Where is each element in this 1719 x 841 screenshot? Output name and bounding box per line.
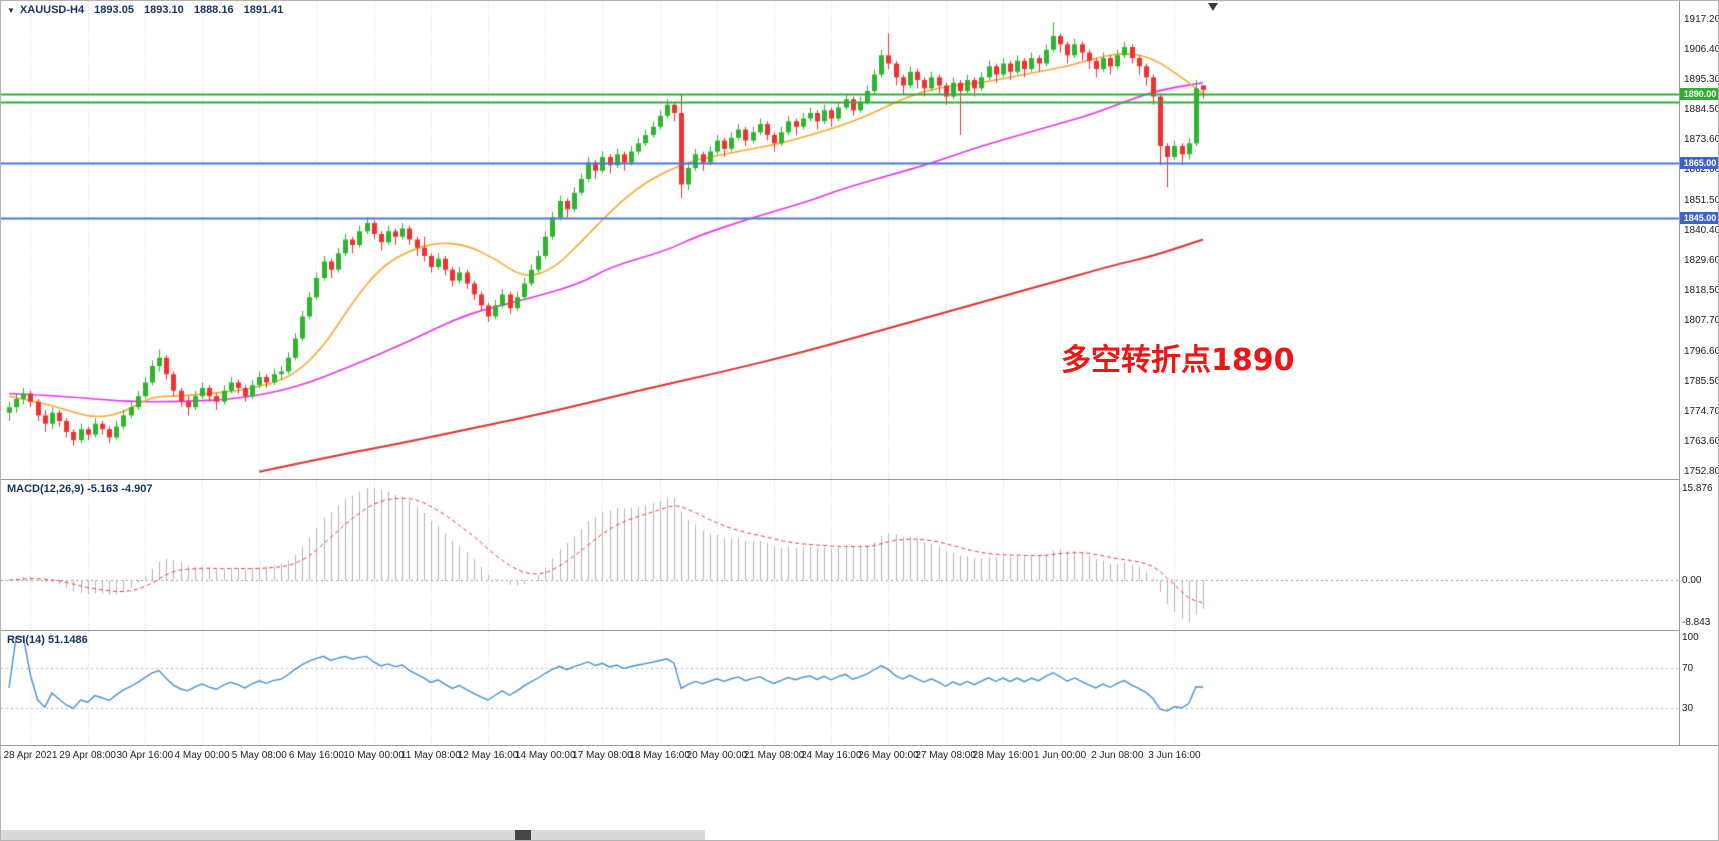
price-axis-label: 1884.50	[1684, 103, 1719, 115]
time-axis-separator	[1, 745, 1718, 746]
price-axis-label: 1763.60	[1684, 436, 1719, 448]
rsi-panel-canvas[interactable]	[1, 631, 1679, 745]
price-axis-label: 1785.50	[1684, 376, 1719, 388]
time-axis-label: 3 Jun 16:00	[1148, 750, 1201, 761]
price-axis-label: 1851.50	[1684, 194, 1719, 206]
price-chart-canvas[interactable]	[1, 1, 1679, 479]
time-axis-label: 17 May 08:00	[572, 750, 633, 761]
time-axis-label: 18 May 16:00	[629, 750, 690, 761]
symbol-collapse-icon[interactable]: ▼	[7, 6, 15, 15]
chart-text-annotation: 多空转折点1890	[1061, 343, 1295, 378]
open-value: 1893.05	[94, 4, 134, 16]
time-axis-label: 28 May 16:00	[972, 750, 1034, 761]
macd-scale-label: 15.876	[1682, 483, 1713, 494]
rsi-value: 51.1486	[47, 634, 88, 646]
macd-indicator-label: MACD(12,26,9) -5.163 -4.907	[7, 483, 153, 495]
price-axis-label: 1895.30	[1684, 74, 1719, 86]
price-axis-label: 1840.40	[1684, 225, 1719, 237]
macd-scale-label: -8.843	[1682, 617, 1711, 628]
time-axis-label: 28 Apr 2021	[3, 750, 58, 761]
price-axis-label: 1774.70	[1684, 405, 1719, 417]
time-axis-label: 2 Jun 08:00	[1091, 750, 1144, 761]
time-axis-label: 12 May 16:00	[457, 750, 519, 761]
time-axis-label: 21 May 08:00	[743, 750, 805, 761]
time-axis-label: 29 Apr 08:00	[59, 750, 116, 761]
horizontal-scrollbar[interactable]	[1, 830, 705, 840]
time-axis: 28 Apr 2021 29 Apr 08:00 30 Apr 16:00 4 May…	[1, 746, 1679, 770]
price-axis-label: 1818.50	[1684, 285, 1719, 297]
price-axis-label: 1917.20	[1684, 14, 1719, 25]
time-axis-label: 5 May 08:00	[231, 750, 287, 761]
time-axis-label: 14 May 00:00	[514, 750, 576, 761]
rsi-scale-label: 70	[1682, 662, 1694, 674]
price-axis-label: 1873.60	[1684, 133, 1719, 145]
price-line-badge: 1890.00	[1680, 87, 1718, 100]
macd-panel-canvas[interactable]	[1, 480, 1679, 630]
symbol-timeframe-label: XAUUSD-H4	[19, 4, 85, 16]
price-axis-label: 1807.70	[1684, 315, 1719, 327]
price-axis-label: 1796.60	[1684, 345, 1719, 357]
time-axis-label: 26 May 00:00	[858, 750, 919, 761]
time-axis-label: 11 May 08:00	[400, 750, 461, 761]
time-axis-label: 27 May 08:00	[915, 750, 976, 761]
macd-scale-label: 0.00	[1682, 575, 1702, 587]
rsi-indicator-label: RSI(14) 51.1486	[7, 634, 88, 646]
time-axis-label: 20 May 00:00	[686, 750, 748, 761]
time-axis-label: 10 May 00:00	[343, 750, 404, 761]
rsi-name: RSI(14)	[7, 634, 45, 646]
time-axis-label: 1 Jun 00:00	[1033, 750, 1087, 761]
time-axis-label: 4 May 00:00	[174, 750, 230, 761]
panel-separator[interactable]	[1, 479, 1718, 480]
price-line-badge: 1865.00	[1680, 156, 1718, 169]
time-axis-label: 24 May 16:00	[800, 750, 862, 761]
high-value: 1893.10	[144, 4, 184, 16]
time-axis-label: 30 Apr 16:00	[116, 750, 174, 761]
price-axis-label: 1829.60	[1684, 254, 1719, 266]
scrollbar-thumb[interactable]	[515, 830, 531, 840]
chart-shift-icon[interactable]	[1208, 3, 1218, 11]
close-value: 1891.41	[243, 4, 284, 16]
price-axis-label: 1862.60	[1684, 164, 1719, 176]
ohlc-readout: ▼ XAUUSD-H4 1893.05 1893.10 1888.16 1891.…	[7, 4, 283, 16]
time-axis-label: 6 May 16:00	[288, 750, 344, 761]
rsi-scale-label: 30	[1682, 703, 1694, 715]
macd-name: MACD(12,26,9)	[7, 483, 85, 495]
panel-separator[interactable]	[1, 630, 1718, 631]
price-axis-label: 1906.40	[1684, 43, 1719, 55]
price-axis: 1917.20 1906.40 1895.30 1884.50 1873.60 1862.…	[1679, 1, 1719, 745]
rsi-scale-label: 100	[1682, 632, 1699, 643]
low-value: 1888.16	[193, 4, 234, 16]
macd-values: -5.163 -4.907	[87, 483, 153, 495]
price-axis-label: 1752.80	[1684, 466, 1719, 477]
price-line-badge: 1845.00	[1680, 211, 1718, 224]
